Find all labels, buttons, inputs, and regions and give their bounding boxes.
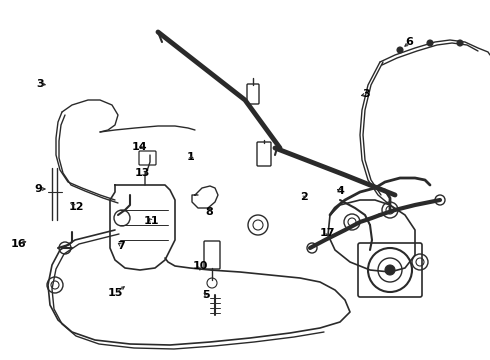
Text: 1: 1	[186, 152, 194, 162]
Circle shape	[385, 265, 395, 275]
Text: 11: 11	[144, 216, 160, 226]
Text: 14: 14	[132, 142, 147, 152]
Text: 9: 9	[34, 184, 42, 194]
Text: 4: 4	[337, 186, 344, 196]
Text: 8: 8	[206, 207, 214, 217]
Text: 3: 3	[36, 78, 44, 89]
Text: 6: 6	[406, 37, 414, 48]
Text: 3: 3	[363, 89, 370, 99]
Text: 7: 7	[118, 240, 125, 251]
Text: 15: 15	[107, 288, 123, 298]
Circle shape	[427, 40, 433, 46]
Text: 12: 12	[68, 202, 84, 212]
Text: 2: 2	[300, 192, 308, 202]
Text: 13: 13	[134, 168, 150, 178]
Text: 5: 5	[202, 290, 210, 300]
Circle shape	[457, 40, 463, 46]
Circle shape	[397, 47, 403, 53]
Text: 17: 17	[319, 228, 335, 238]
Text: 16: 16	[11, 239, 26, 249]
Text: 10: 10	[192, 261, 208, 271]
